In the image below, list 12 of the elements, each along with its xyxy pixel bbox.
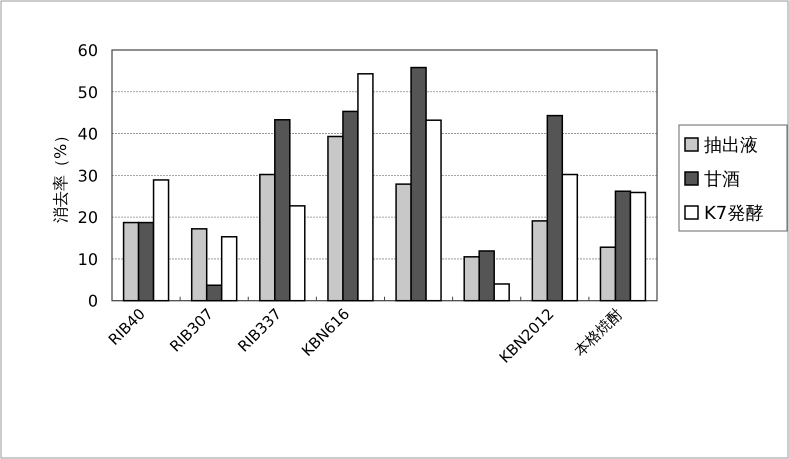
- legend-label: 甘酒: [704, 169, 740, 190]
- x-tick-label: 本格焼酎: [570, 304, 626, 360]
- y-tick-label: 0: [88, 292, 98, 311]
- y-tick-label: 10: [78, 250, 98, 269]
- y-axis-title: 消去率（%）: [51, 128, 70, 223]
- y-tick-label: 50: [78, 82, 98, 102]
- y-tick-label: 60: [78, 41, 98, 60]
- legend-label: K7発酵: [704, 203, 764, 224]
- y-tick-label: 40: [78, 124, 98, 144]
- y-tick-label: 20: [78, 208, 98, 228]
- y-tick-label: 30: [78, 166, 98, 186]
- legend-label: 抽出液: [704, 135, 758, 156]
